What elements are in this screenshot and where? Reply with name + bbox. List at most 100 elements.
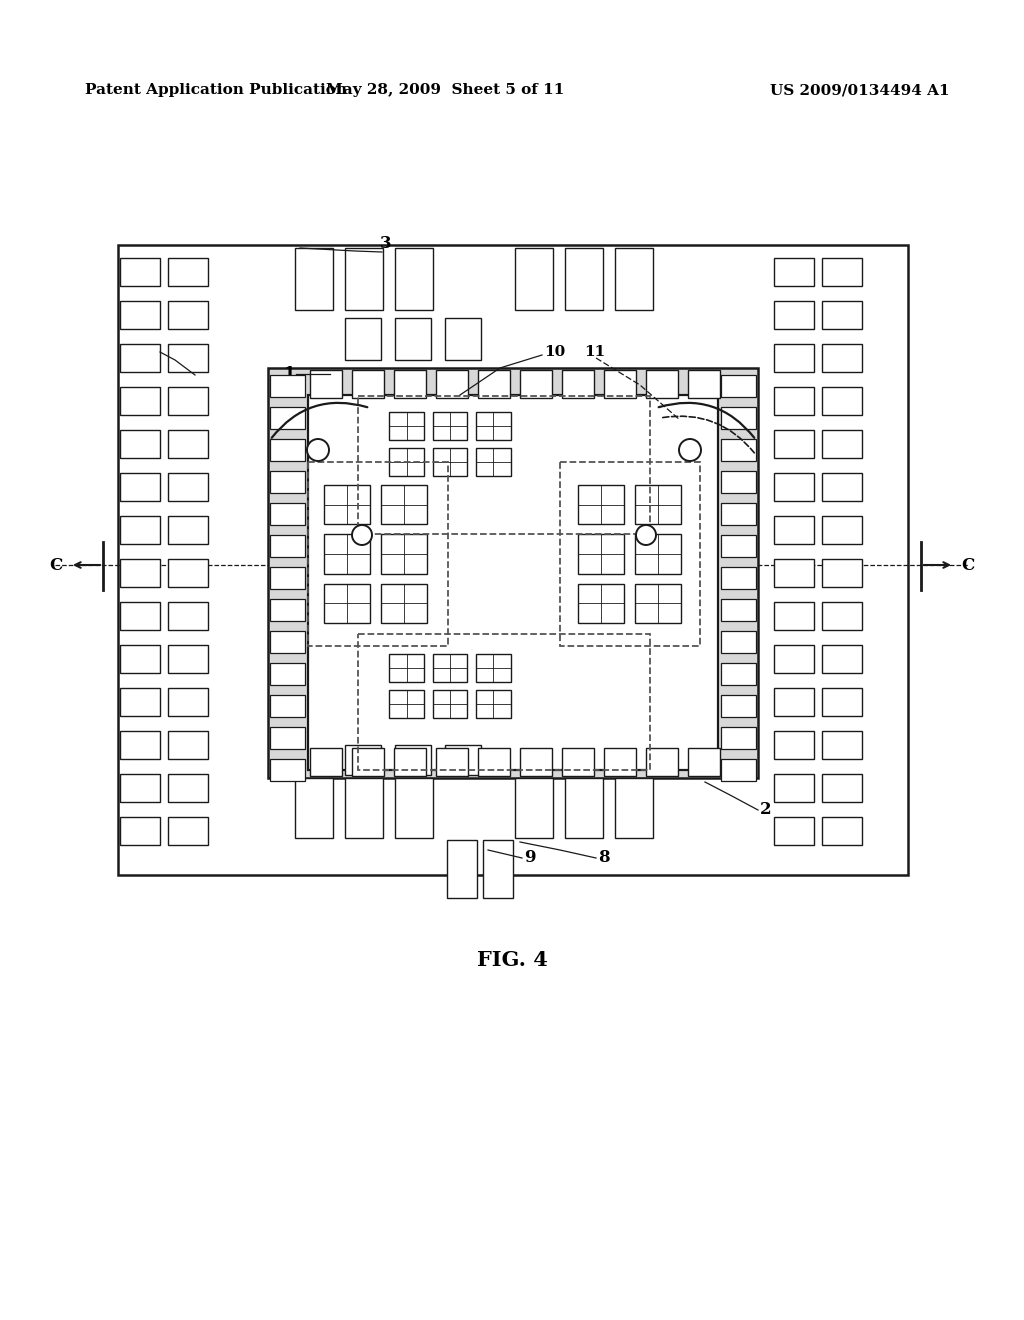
Bar [604,370,636,399]
Bar [478,748,510,776]
Bar [345,248,383,310]
Bar [721,440,756,461]
Bar [822,257,862,286]
Bar [120,473,160,502]
Bar [520,370,552,399]
Bar [774,774,814,803]
Bar [168,817,208,845]
Bar [445,744,481,775]
Bar [476,653,511,682]
Bar [118,246,908,875]
Bar [345,318,381,360]
Bar [721,471,756,492]
Bar [308,462,449,645]
Bar [483,840,513,898]
Bar [562,370,594,399]
Text: Patent Application Publication: Patent Application Publication [85,83,347,96]
Bar [822,602,862,630]
Text: 2: 2 [760,801,772,818]
Bar [562,748,594,776]
Bar [476,412,511,441]
Bar [615,777,653,838]
Bar [168,774,208,803]
Bar [646,370,678,399]
Bar [520,748,552,776]
Bar [310,370,342,399]
Bar [120,430,160,458]
Bar [310,748,342,776]
Bar [433,412,467,441]
Bar [120,558,160,587]
Bar [822,558,862,587]
Bar [395,318,431,360]
Bar [578,484,624,524]
Bar [604,748,636,776]
Bar [476,689,511,718]
Bar [324,583,370,623]
Bar [822,688,862,715]
Bar [774,558,814,587]
Bar [774,645,814,673]
Bar [168,645,208,673]
Bar [168,301,208,329]
Bar [822,345,862,372]
Bar [721,759,756,781]
Text: 3: 3 [380,235,391,252]
Bar [578,535,624,574]
Bar [168,516,208,544]
Text: FIG. 4: FIG. 4 [476,950,548,970]
Bar [168,558,208,587]
Bar [168,387,208,414]
Bar [270,568,305,589]
Bar [308,395,718,770]
Bar [358,396,650,535]
Bar [120,731,160,759]
Bar [168,257,208,286]
Bar [822,774,862,803]
Bar [324,535,370,574]
Circle shape [307,440,329,461]
Bar [822,301,862,329]
Bar [270,631,305,653]
Bar [447,840,477,898]
Text: 8: 8 [598,850,609,866]
Bar [168,602,208,630]
Bar [635,583,681,623]
Bar [635,484,681,524]
Bar [270,759,305,781]
Text: 1: 1 [284,366,295,383]
Bar [721,568,756,589]
Bar [168,731,208,759]
Bar [270,503,305,525]
Bar [168,430,208,458]
Bar [352,370,384,399]
Text: 10: 10 [544,345,565,359]
Bar [721,727,756,748]
Bar [774,301,814,329]
Bar [635,535,681,574]
Bar [478,370,510,399]
Bar [270,599,305,620]
Bar [615,248,653,310]
Bar [433,689,467,718]
Bar [721,599,756,620]
Bar [270,471,305,492]
Bar [822,645,862,673]
Bar [578,583,624,623]
Bar [565,248,603,310]
Bar [120,602,160,630]
Bar [270,440,305,461]
Bar [774,688,814,715]
Circle shape [636,525,656,545]
Bar [168,473,208,502]
Bar [774,473,814,502]
Bar [721,535,756,557]
Bar [120,301,160,329]
Bar [721,663,756,685]
Bar [774,345,814,372]
Bar [822,430,862,458]
Bar [721,696,756,717]
Text: US 2009/0134494 A1: US 2009/0134494 A1 [770,83,950,96]
Bar [395,744,431,775]
Bar [822,387,862,414]
